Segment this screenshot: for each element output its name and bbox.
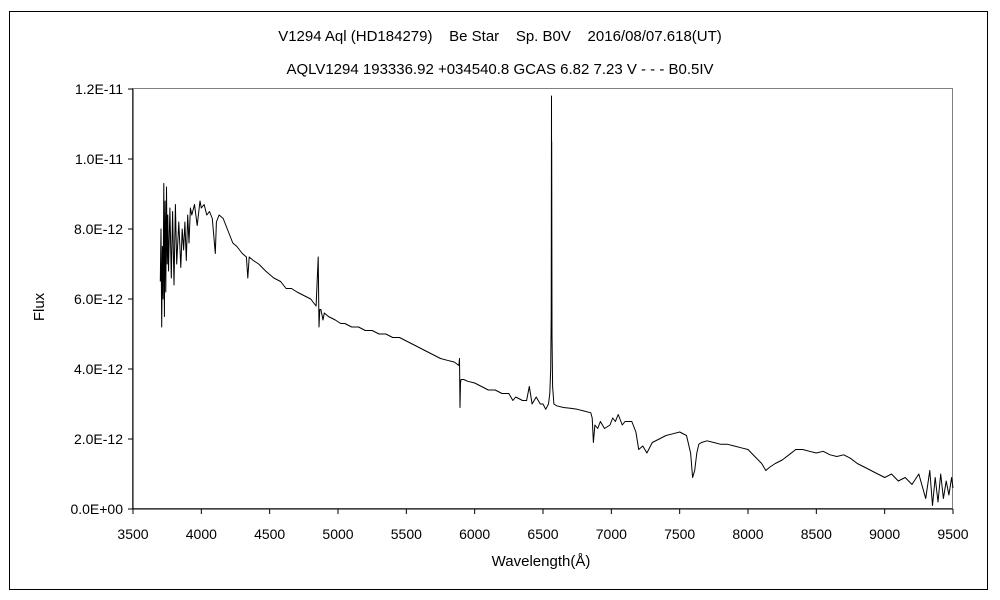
x-tick-label: 6500 [527,526,558,542]
x-tick-label: 5000 [322,526,353,542]
y-axis-label: Flux [31,292,48,321]
chart-subtitle: AQLV1294 193336.92 +034540.8 GCAS 6.82 7… [286,61,713,78]
spectrum-series-line [159,95,954,506]
x-axis: 3500 4000 4500 5000 5500 6000 6500 7000 7500 8000… [117,508,969,542]
chart-outer-border [9,11,988,590]
x-axis-label: Wavelength(Å) [492,553,591,570]
x-tick-label: 4000 [186,526,217,542]
x-tick-label: 4500 [254,526,285,542]
x-tick-label: 8000 [732,526,763,542]
x-tick-label: 6000 [459,526,490,542]
x-tick-label: 3500 [117,526,148,542]
x-tick-label: 7000 [596,526,627,542]
y-tick-label: 6.0E-12 [74,291,123,307]
y-tick-label: 4.0E-12 [74,361,123,377]
y-tick-label: 1.2E-11 [75,81,123,97]
x-tick-label: 9000 [869,526,900,542]
x-tick-label: 5500 [391,526,422,542]
y-tick-label: 8.0E-12 [74,221,123,237]
y-tick-label: 0.0E+00 [70,501,123,517]
y-axis: 0.0E+00 2.0E-12 4.0E-12 6.0E-12 8.0E-12 1.0E-… [70,81,134,517]
x-tick-label: 8500 [801,526,832,542]
y-tick-label: 2.0E-12 [74,431,123,447]
chart-title: V1294 Aql (HD184279) Be Star Sp. B0V 201… [278,28,722,45]
y-tick-label: 1.0E-11 [75,151,123,167]
x-tick-label: 9500 [937,526,968,542]
x-tick-label: 7500 [664,526,695,542]
